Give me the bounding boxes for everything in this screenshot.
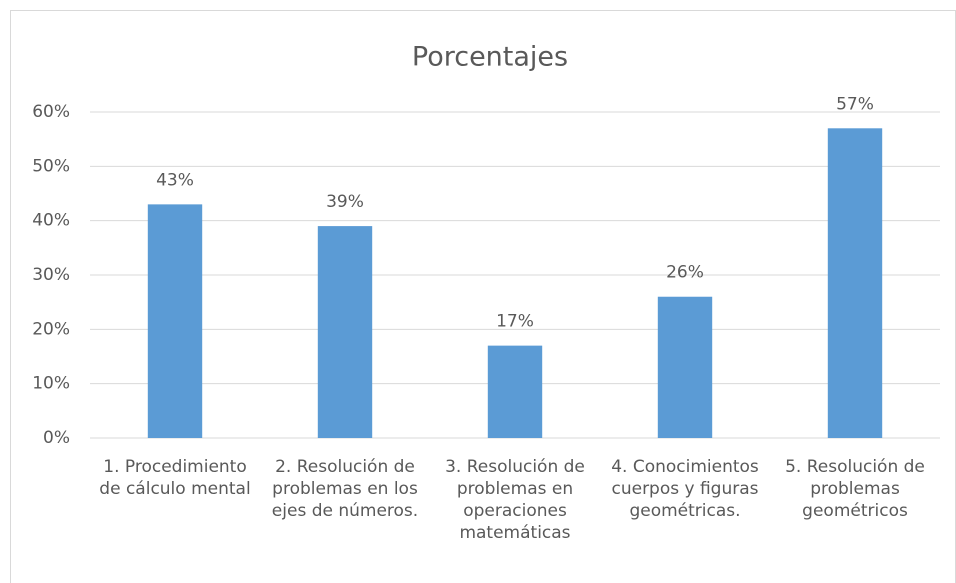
y-tick-label: 20% bbox=[32, 319, 70, 339]
x-tick-label: 1. Procedimiento de cálculo mental bbox=[99, 457, 251, 499]
bar bbox=[317, 226, 373, 438]
data-label: 57% bbox=[836, 94, 874, 114]
x-tick-label: 2. Resolución de problemas en los ejes d… bbox=[271, 457, 419, 521]
data-label: 43% bbox=[156, 170, 194, 190]
bar bbox=[487, 345, 543, 438]
chart-title: Porcentajes bbox=[412, 42, 568, 73]
data-label: 26% bbox=[666, 263, 704, 283]
y-tick-label: 50% bbox=[32, 156, 70, 176]
y-tick-label: 40% bbox=[32, 211, 70, 231]
bar bbox=[827, 128, 883, 439]
y-tick-label: 30% bbox=[32, 265, 70, 285]
x-tick-label: 3. Resolución de problemas en operacione… bbox=[445, 457, 585, 543]
x-tick-label: 5. Resolución de problemas geométricos bbox=[785, 457, 925, 521]
x-tick-label: 4. Conocimientos cuerpos y figuras geomé… bbox=[611, 457, 759, 521]
y-tick-label: 0% bbox=[43, 428, 70, 448]
data-label: 39% bbox=[326, 192, 364, 212]
y-tick-label: 10% bbox=[32, 374, 70, 394]
bar bbox=[147, 204, 203, 438]
y-tick-label: 60% bbox=[32, 102, 70, 122]
data-label: 17% bbox=[496, 312, 534, 332]
bar bbox=[657, 296, 713, 438]
